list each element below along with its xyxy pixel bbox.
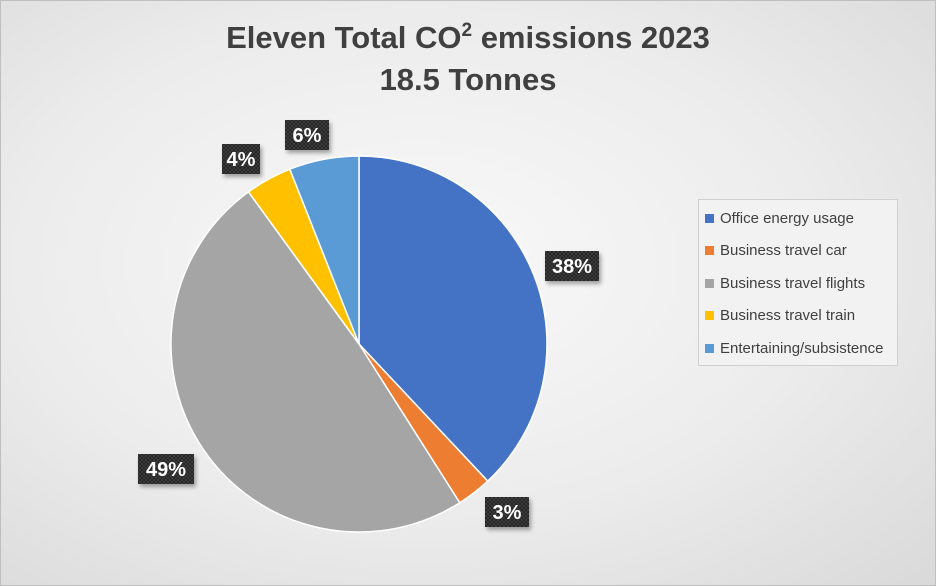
legend-item-entertaining-subsistence: Entertaining/subsistence bbox=[705, 338, 883, 358]
legend-swatch bbox=[705, 311, 714, 320]
data-label-text: 49% bbox=[146, 459, 186, 481]
legend-swatch bbox=[705, 278, 714, 288]
legend-item-business-travel-car: Business travel car bbox=[705, 241, 847, 261]
chart-title: Eleven Total CO2 emissions 2023 18.5 Ton… bbox=[1, 17, 935, 101]
chart-title-line2: 18.5 Tonnes bbox=[379, 62, 557, 97]
pie-slice-business-travel-flights bbox=[170, 190, 461, 533]
chart-title-prefix: Eleven Total CO bbox=[226, 20, 462, 55]
legend-item-office-energy-usage: Office energy usage bbox=[705, 208, 854, 228]
legend-item-business-travel-flights: Business travel flights bbox=[705, 273, 865, 293]
data-label-entertaining-subsistence: 6% bbox=[285, 120, 329, 150]
chart-title-superscript: 2 bbox=[461, 20, 473, 41]
data-label-text: 4% bbox=[227, 149, 256, 171]
legend-swatch bbox=[705, 343, 714, 353]
data-label-office-energy-usage: 38% bbox=[545, 251, 599, 281]
legend-label: Office energy usage bbox=[720, 209, 854, 227]
data-label-box bbox=[222, 144, 260, 174]
legend-label: Business travel flights bbox=[720, 274, 866, 292]
legend-label: Business travel car bbox=[720, 242, 847, 259]
data-label-business-travel-train: 4% bbox=[222, 144, 260, 174]
pie-slice-office-energy-usage bbox=[358, 155, 548, 483]
legend-label: Entertaining/subsistence bbox=[720, 339, 884, 357]
data-label-text: 38% bbox=[552, 256, 592, 278]
data-label-business-travel-car: 3% bbox=[485, 497, 529, 527]
data-label-box bbox=[285, 120, 329, 150]
legend-label: Business travel train bbox=[720, 307, 856, 324]
legend-item-business-travel-train: Business travel train bbox=[705, 306, 855, 326]
legend-swatch bbox=[705, 213, 714, 223]
legend-swatch bbox=[705, 246, 714, 255]
data-label-box bbox=[138, 454, 194, 484]
data-label-box bbox=[545, 251, 599, 281]
data-label-box bbox=[485, 497, 529, 527]
data-label-business-travel-flights: 49% bbox=[138, 454, 194, 484]
chart-title-line1: Eleven Total CO2 emissions 2023 bbox=[1, 17, 935, 59]
legend: Office energy usage Business travel car Bu… bbox=[698, 199, 898, 366]
data-label-text: 6% bbox=[293, 125, 322, 147]
pie-slice-entertaining-subsistence bbox=[288, 155, 360, 345]
chart-title-suffix: emissions 2023 bbox=[472, 20, 710, 55]
data-label-text: 3% bbox=[493, 502, 522, 524]
